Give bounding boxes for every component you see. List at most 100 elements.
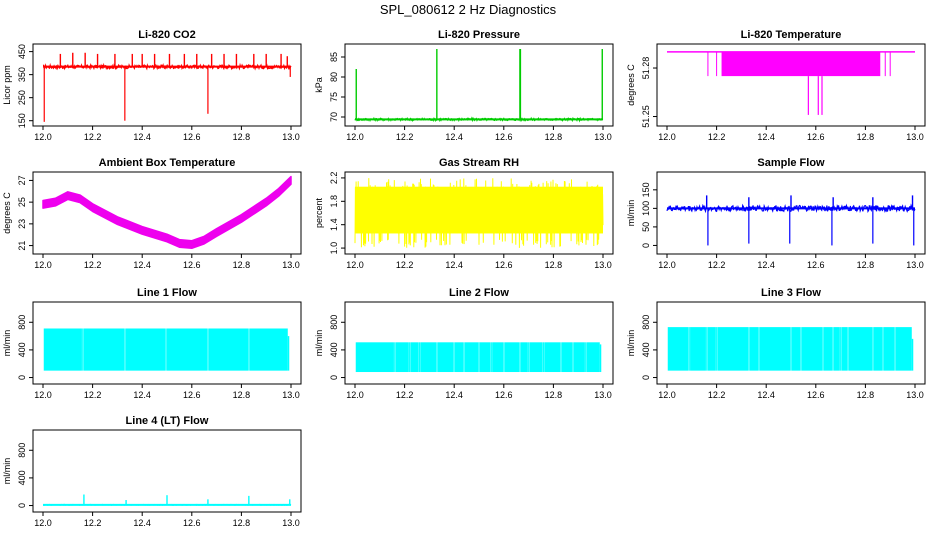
- chart-line-3-flow-xtick-label: 12.0: [658, 390, 676, 400]
- chart-line-3-flow-line-line-3-segment: [690, 327, 706, 371]
- chart-line-2-flow-line-line-2-segment: [420, 342, 437, 373]
- chart-line-3-flow-xtick-label: 13.0: [906, 390, 924, 400]
- chart-line-1-flow-series: [43, 328, 290, 371]
- chart-li-820-co2-xtick-label: 12.6: [183, 132, 201, 142]
- chart-gas-stream-rh-ylabel: percent: [314, 197, 324, 228]
- chart-line-3-flow-series: [667, 327, 914, 371]
- chart-line-2-flow-line-line-2-segment: [586, 342, 600, 373]
- chart-li-820-temperature-line-temperature-active: [721, 51, 881, 77]
- chart-line-2-flow-xtick-label: 13.0: [594, 390, 612, 400]
- chart-line-2-flow-xtick-label: 12.6: [495, 390, 513, 400]
- chart-gas-stream-rh-xtick-label: 12.4: [445, 260, 463, 270]
- chart-li-820-pressure-xtick-label: 12.6: [495, 132, 513, 142]
- chart-sample-flow-ytick-label: 100: [641, 201, 651, 216]
- chart-li-820-temperature-xtick-label: 12.6: [807, 132, 825, 142]
- chart-line-4-lt-flow-series: [42, 494, 292, 507]
- chart-line-2-flow-line-line-2-segment: [454, 342, 464, 373]
- chart-line-1-flow-line-line-1-segment: [208, 328, 249, 371]
- chart-sample-flow-xtick-label: 13.0: [906, 260, 924, 270]
- chart-li-820-pressure-frame: [344, 43, 614, 127]
- chart-ambient-box-temperature-ylabel: degrees C: [2, 192, 12, 234]
- chart-line-3-flow-xtick-label: 12.2: [708, 390, 726, 400]
- chart-line-3-flow-line-line-3-segment: [833, 327, 840, 371]
- chart-li-820-temperature-xtick-label: 12.8: [857, 132, 875, 142]
- chart-line-4-lt-flow-title: Line 4 (LT) Flow: [126, 415, 209, 427]
- chart-line-2-flow-title: Line 2 Flow: [449, 287, 509, 299]
- chart-li-820-pressure-title: Li-820 Pressure: [438, 29, 520, 41]
- chart-line-3-flow-line-line-3-segment: [873, 327, 883, 371]
- chart-line-2-flow-xtick-label: 12.8: [545, 390, 563, 400]
- chart-ambient-box-temperature-title: Ambient Box Temperature: [99, 157, 236, 169]
- chart-li-820-co2-ylabel: Licor ppm: [2, 65, 12, 105]
- chart-li-820-temperature-frame: [656, 43, 926, 127]
- chart-li-820-co2-frame: [32, 43, 302, 127]
- chart-li-820-pressure-series: [354, 49, 604, 123]
- chart-line-1-flow-xtick-label: 12.4: [133, 390, 151, 400]
- chart-line-4-lt-flow-xtick-label: 12.8: [233, 518, 251, 528]
- chart-gas-stream-rh-frame: [344, 171, 614, 255]
- chart-line-2-flow-line-line-2-segment: [529, 342, 543, 373]
- chart-ambient-box-temperature-ytick-label: 23: [17, 219, 27, 229]
- chart-li-820-co2-xtick-label: 12.0: [34, 132, 52, 142]
- chart-li-820-pressure-xtick-label: 12.0: [346, 132, 364, 142]
- chart-li-820-co2-xtick-label: 12.8: [233, 132, 251, 142]
- chart-line-2-flow-line-line-2-segment: [410, 342, 419, 373]
- chart-line-2-flow-line-line-2-segment: [464, 342, 479, 373]
- chart-line-1-flow-frame: [32, 301, 302, 385]
- chart-line-2-flow-line-line-2-segment: [479, 342, 491, 373]
- chart-gas-stream-rh-xtick-label: 12.0: [346, 260, 364, 270]
- chart-line-2-flow-line-line-2-segment: [520, 342, 528, 373]
- chart-sample-flow-frame: [656, 171, 926, 255]
- chart-sample-flow-xtick-label: 12.0: [658, 260, 676, 270]
- chart-li-820-temperature-xtick-label: 13.0: [906, 132, 924, 142]
- figure-title: SPL_080612 2 Hz Diagnostics: [380, 2, 557, 17]
- chart-line-1-flow-ytick-label: 800: [17, 315, 27, 330]
- chart-gas-stream-rh-xtick-label: 12.8: [545, 260, 563, 270]
- chart-gas-stream-rh-xtick-label: 12.6: [495, 260, 513, 270]
- chart-line-3-flow-line-line-3-segment: [791, 327, 801, 371]
- chart-li-820-pressure-xtick-label: 13.0: [594, 132, 612, 142]
- chart-line-2-flow-line-line-2-segment: [504, 342, 520, 373]
- chart-panels: Li-820 CO2 Licor ppm 12.0 12.2 12.4 12.6 12.8 1…: [2, 29, 926, 528]
- chart-line-1-flow-line-line-1-segment: [125, 328, 166, 371]
- chart-line-3-flow-line-line-3-segment: [759, 327, 791, 371]
- chart-line-4-lt-flow-ytick-label: 400: [17, 470, 27, 485]
- chart-line-2-flow-xtick-label: 12.0: [346, 390, 364, 400]
- chart-line-1-flow: Line 1 Flow ml/min 12.0 12.2 12.4 12.6 12.8 13.…: [2, 287, 302, 400]
- chart-line-4-lt-flow-frame: [32, 429, 302, 513]
- chart-line-2-flow-ytick-label: 400: [329, 342, 339, 357]
- chart-line-3-flow-xtick-label: 12.8: [857, 390, 875, 400]
- chart-line-1-flow-ylabel: ml/min: [2, 330, 12, 357]
- chart-line-3-flow-ytick-label: 400: [641, 342, 651, 357]
- chart-line-4-lt-flow-xtick-label: 13.0: [282, 518, 300, 528]
- chart-ambient-box-temperature-xtick-label: 12.6: [183, 260, 201, 270]
- chart-line-3-flow-xtick-label: 12.4: [757, 390, 775, 400]
- chart-line-1-flow-xtick-label: 12.2: [84, 390, 102, 400]
- chart-ambient-box-temperature-xtick-label: 12.2: [84, 260, 102, 270]
- chart-gas-stream-rh-xtick-label: 12.2: [396, 260, 414, 270]
- chart-ambient-box-temperature-ytick-label: 21: [17, 241, 27, 251]
- chart-line-2-flow-line-line-2-segment: [355, 342, 394, 373]
- chart-line-2-flow-line-line-2-segment: [437, 342, 454, 373]
- chart-gas-stream-rh-ytick-label: 1.4: [329, 218, 339, 231]
- chart-sample-flow: Sample Flow ml/min 12.0 12.2 12.4 12.6 12.8 13.…: [626, 157, 926, 270]
- chart-line-1-flow-xtick-label: 12.8: [233, 390, 251, 400]
- chart-li-820-pressure-ytick-label: 80: [329, 72, 339, 82]
- chart-sample-flow-xtick-label: 12.8: [857, 260, 875, 270]
- chart-line-1-flow-line-line-1-segment: [249, 328, 288, 371]
- chart-line-4-lt-flow-xtick-label: 12.4: [133, 518, 151, 528]
- chart-line-3-flow-line-line-3-segment: [823, 327, 833, 371]
- chart-li-820-co2-xtick-label: 12.2: [84, 132, 102, 142]
- chart-ambient-box-temperature-series: [42, 175, 292, 250]
- chart-line-3-flow-ytick-label: 800: [641, 315, 651, 330]
- chart-line-3-flow-line-line-3-segment: [883, 327, 895, 371]
- chart-line-3-flow-ylabel: ml/min: [626, 330, 636, 357]
- chart-line-1-flow-line-line-1-segment: [166, 328, 208, 371]
- chart-line-3-flow: Line 3 Flow ml/min 12.0 12.2 12.4 12.6 12.8 13.…: [626, 287, 926, 400]
- chart-li-820-pressure: Li-820 Pressure kPa 12.0 12.2 12.4 12.6 12.8 13…: [314, 29, 614, 142]
- chart-li-820-temperature-ylabel: degrees C: [626, 64, 636, 106]
- chart-li-820-pressure-ylabel: kPa: [314, 77, 324, 93]
- chart-gas-stream-rh: Gas Stream RH percent 12.0 12.2 12.4 12.6 12.8…: [314, 157, 614, 270]
- chart-sample-flow-xtick-label: 12.2: [708, 260, 726, 270]
- chart-li-820-co2-xtick-label: 12.4: [133, 132, 151, 142]
